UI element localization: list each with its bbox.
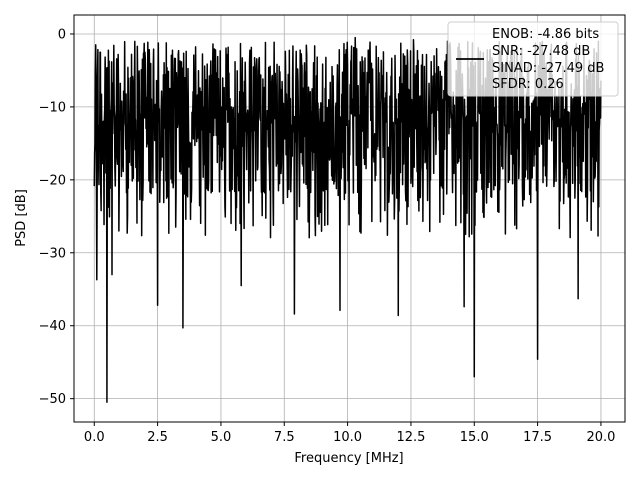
legend-box (447, 21, 619, 97)
legend-snr: SNR: -27.48 dB (492, 44, 590, 59)
y-tick-label: −40 (39, 319, 66, 334)
y-tick-label: −50 (39, 392, 66, 407)
plot-area (93, 36, 602, 404)
y-tick-label: −20 (39, 173, 66, 188)
x-tick-label: 17.5 (523, 430, 552, 445)
legend-sfdr: SFDR: 0.26 (492, 77, 564, 92)
legend-enob: ENOB: -4.86 bits (492, 27, 599, 42)
y-tick-label: −30 (39, 246, 66, 261)
axes-frame (73, 14, 626, 423)
psd-series-line (93, 36, 602, 404)
x-tick-label: 0.0 (84, 430, 105, 445)
x-tick-label: 20.0 (586, 430, 615, 445)
x-tick-label: 5.0 (211, 430, 232, 445)
legend-sinad: SINAD: -27.49 dB (492, 61, 604, 76)
legend: ENOB: -4.86 bits SNR: -27.48 dB SINAD: -… (447, 21, 619, 97)
y-axis-label: PSD [dB] (14, 189, 29, 247)
x-tick-label: 15.0 (460, 430, 489, 445)
y-tick-label: 0 (58, 27, 66, 42)
y-tick-label: −10 (39, 100, 66, 115)
x-tick-label: 2.5 (147, 430, 168, 445)
x-axis-label: Frequency [MHz] (294, 451, 403, 466)
axes: 0.0 2.5 5.0 7.5 10.0 12.5 15.0 17.5 20.0 0 −10 −20 −… (39, 14, 626, 445)
x-tick-label: 10.0 (333, 430, 362, 445)
x-tick-label: 12.5 (396, 430, 425, 445)
x-tick-label: 7.5 (274, 430, 295, 445)
